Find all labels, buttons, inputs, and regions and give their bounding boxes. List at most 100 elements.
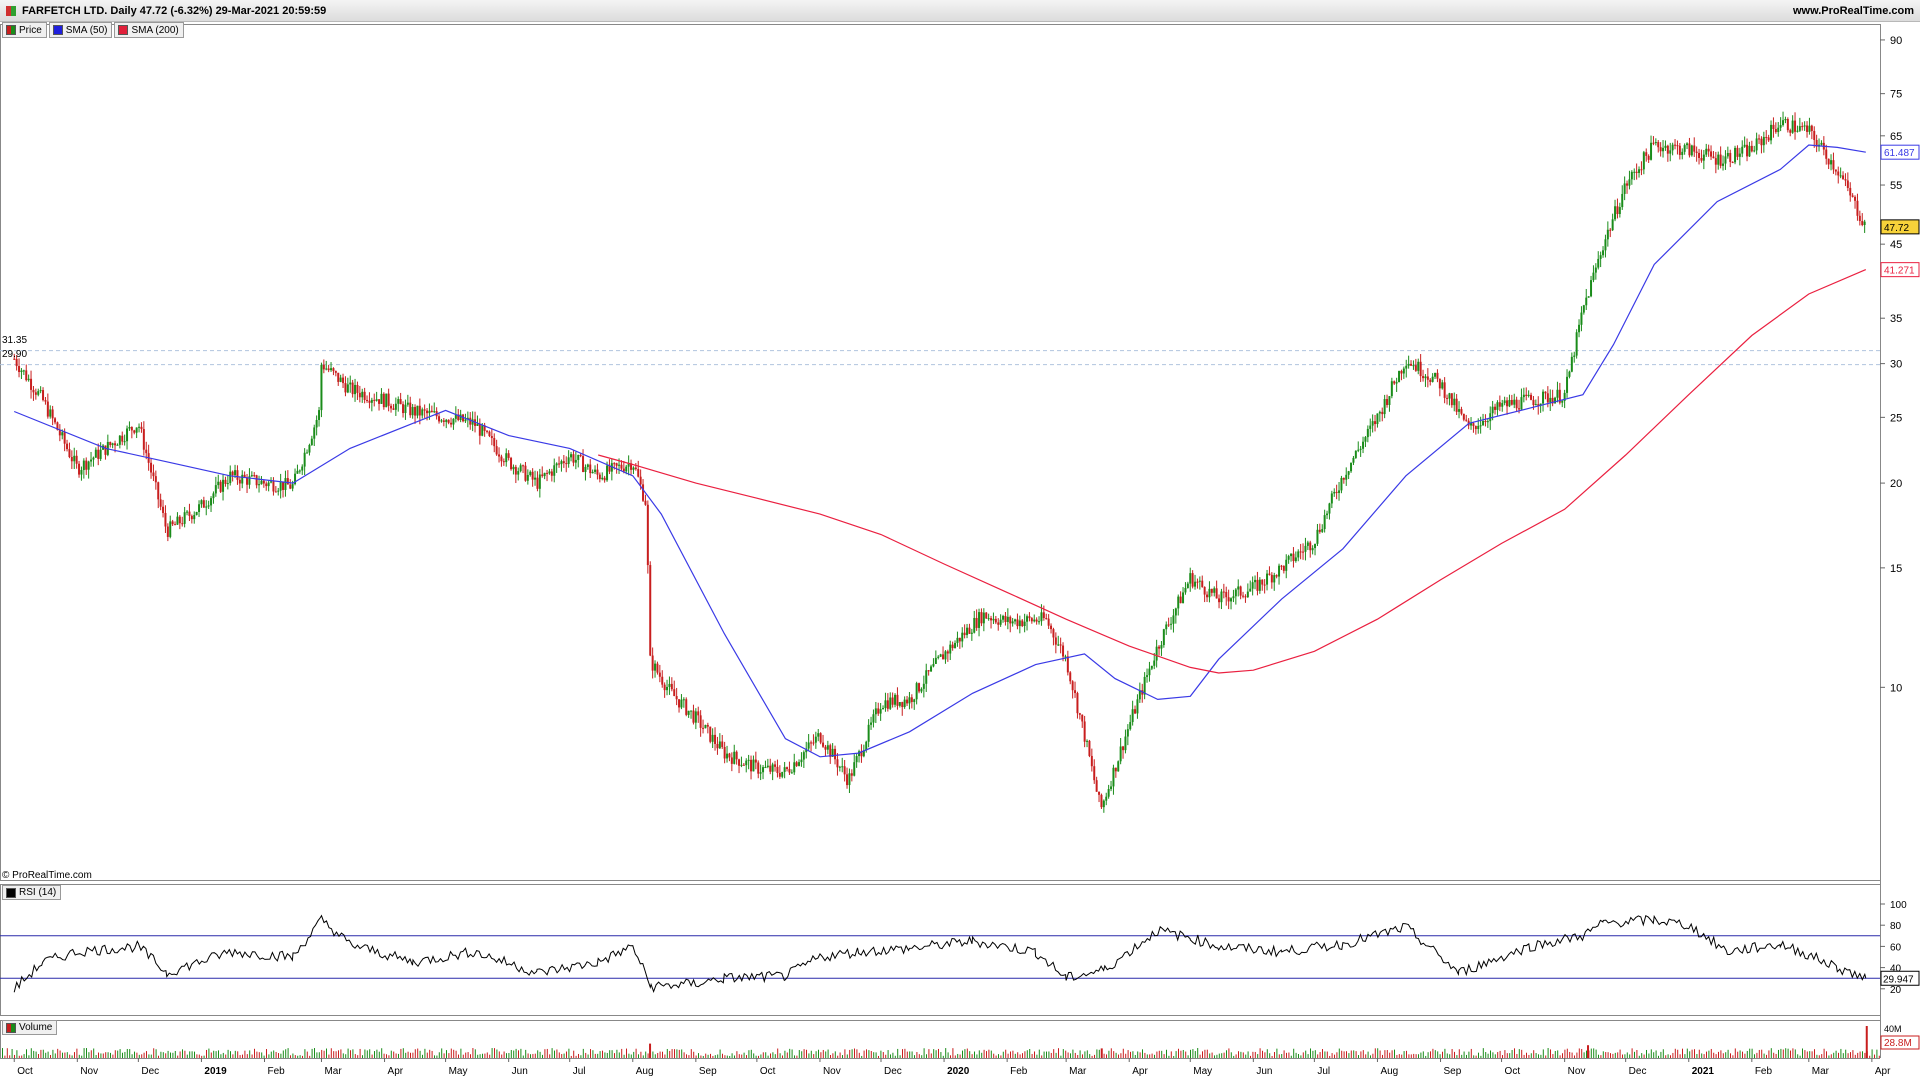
volume-bar: [1250, 1055, 1251, 1058]
candle-body: [723, 746, 726, 759]
volume-bar: [813, 1054, 815, 1058]
volume-bar: [1499, 1050, 1501, 1058]
candle-body: [769, 765, 772, 772]
volume-bar: [1010, 1051, 1011, 1058]
candle-body: [481, 425, 484, 436]
candle-body: [1146, 675, 1149, 677]
candle-body: [627, 463, 630, 467]
candle-body: [1772, 124, 1775, 130]
legend-sma200[interactable]: SMA (200): [114, 22, 184, 38]
volume-bar: [899, 1055, 901, 1058]
x-tick-label: 2021: [1692, 1066, 1715, 1077]
candle-body: [202, 500, 205, 508]
candle-body: [1366, 428, 1369, 438]
volume-bar: [1091, 1055, 1093, 1058]
candle-body: [1371, 421, 1374, 426]
volume-bar: [172, 1052, 174, 1058]
volume-bar: [1787, 1048, 1789, 1058]
candle-body: [920, 688, 923, 692]
candle-body: [1645, 152, 1648, 156]
volume-bar: [1276, 1048, 1278, 1058]
volume-bar: [462, 1054, 464, 1058]
candle-body: [930, 666, 933, 672]
volume-bar: [630, 1054, 632, 1058]
volume-bar: [1370, 1055, 1371, 1058]
volume-panel-label[interactable]: Volume: [2, 1020, 58, 1035]
candle-body: [1045, 618, 1048, 620]
candle-body: [483, 425, 486, 431]
volume-bar: [1475, 1055, 1477, 1058]
volume-bar: [1461, 1054, 1463, 1058]
candle-body: [1462, 413, 1465, 420]
candle-body: [267, 482, 270, 487]
volume-bar: [815, 1051, 817, 1058]
candle-body: [968, 627, 971, 634]
candle-body: [634, 467, 637, 470]
x-tick-label: May: [1193, 1066, 1212, 1077]
volume-bar: [210, 1052, 212, 1058]
volume-bar: [1283, 1050, 1285, 1058]
volume-bar: [191, 1051, 193, 1058]
volume-bar: [1655, 1050, 1657, 1058]
volume-bar: [990, 1050, 992, 1058]
volume-bar: [1713, 1052, 1715, 1058]
candle-body: [1129, 722, 1132, 730]
candle-body: [49, 409, 52, 417]
candle-body: [1602, 250, 1605, 256]
candle-body: [1266, 573, 1269, 585]
candle-body: [1681, 151, 1684, 155]
volume-bar: [1307, 1054, 1309, 1058]
site-link[interactable]: www.ProRealTime.com: [1792, 5, 1914, 17]
legend-sma50[interactable]: SMA (50): [48, 22, 113, 38]
candle-body: [459, 414, 462, 420]
volume-bar: [976, 1054, 978, 1058]
candle-body: [1126, 729, 1129, 737]
candle-body: [1604, 239, 1607, 251]
volume-bar: [174, 1050, 176, 1058]
volume-bar: [1607, 1052, 1609, 1058]
x-tick-label: Feb: [1755, 1066, 1773, 1077]
candle-body: [224, 479, 227, 484]
candle-body: [138, 426, 141, 428]
candle-body: [997, 622, 1000, 625]
candle-body: [135, 427, 138, 433]
candle-body: [308, 444, 311, 453]
candle-body: [1666, 145, 1669, 154]
candle-body: [181, 523, 184, 525]
candle-body: [1093, 766, 1096, 781]
candle-body: [409, 402, 412, 416]
candle-body: [740, 764, 743, 766]
volume-bar: [1048, 1051, 1050, 1058]
candle-body: [1028, 616, 1031, 619]
volume-bar: [1156, 1051, 1158, 1058]
volume-bar: [686, 1054, 687, 1058]
volume-bar: [1751, 1048, 1753, 1058]
volume-bar: [568, 1048, 570, 1058]
volume-bar: [2, 1048, 3, 1058]
volume-bar: [1403, 1051, 1405, 1058]
candle-body: [889, 697, 892, 709]
volume-bar: [1679, 1054, 1681, 1058]
volume-bar: [1864, 1052, 1866, 1058]
candle-body: [1702, 154, 1705, 161]
volume-bar: [534, 1053, 536, 1058]
volume-bar: [1821, 1054, 1823, 1058]
volume-bar: [38, 1054, 39, 1058]
candle-body: [1758, 138, 1761, 140]
volume-bar: [611, 1050, 613, 1058]
candle-body: [1592, 272, 1595, 281]
volume-bar: [203, 1055, 205, 1058]
volume-bar: [926, 1054, 927, 1058]
volume-bar: [698, 1053, 699, 1058]
volume-bar: [1653, 1052, 1655, 1058]
volume-bar: [441, 1048, 443, 1058]
candle-body: [128, 426, 131, 429]
volume-bar: [1871, 1049, 1873, 1058]
rsi-panel-label[interactable]: RSI (14): [2, 885, 62, 900]
candle-body: [1318, 529, 1321, 532]
legend-price[interactable]: Price: [2, 22, 47, 38]
volume-bar: [162, 1052, 164, 1058]
x-tick-label: May: [449, 1066, 468, 1077]
candle-body: [651, 655, 654, 671]
